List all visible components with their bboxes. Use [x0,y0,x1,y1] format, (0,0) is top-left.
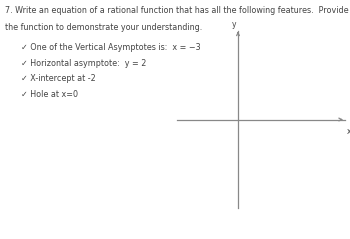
Text: y: y [232,20,236,29]
Text: ✓ X-intercept at -2: ✓ X-intercept at -2 [21,74,96,83]
Text: 7. Write an equation of a rational function that has all the following features.: 7. Write an equation of a rational funct… [5,6,350,15]
Text: ✓ One of the Vertical Asymptotes is:  x = −3: ✓ One of the Vertical Asymptotes is: x =… [21,43,201,52]
Text: the function to demonstrate your understanding.: the function to demonstrate your underst… [5,23,203,32]
Text: ✓ Hole at x=0: ✓ Hole at x=0 [21,90,78,99]
Text: x: x [346,127,350,136]
Text: ✓ Horizontal asymptote:  y = 2: ✓ Horizontal asymptote: y = 2 [21,59,146,68]
